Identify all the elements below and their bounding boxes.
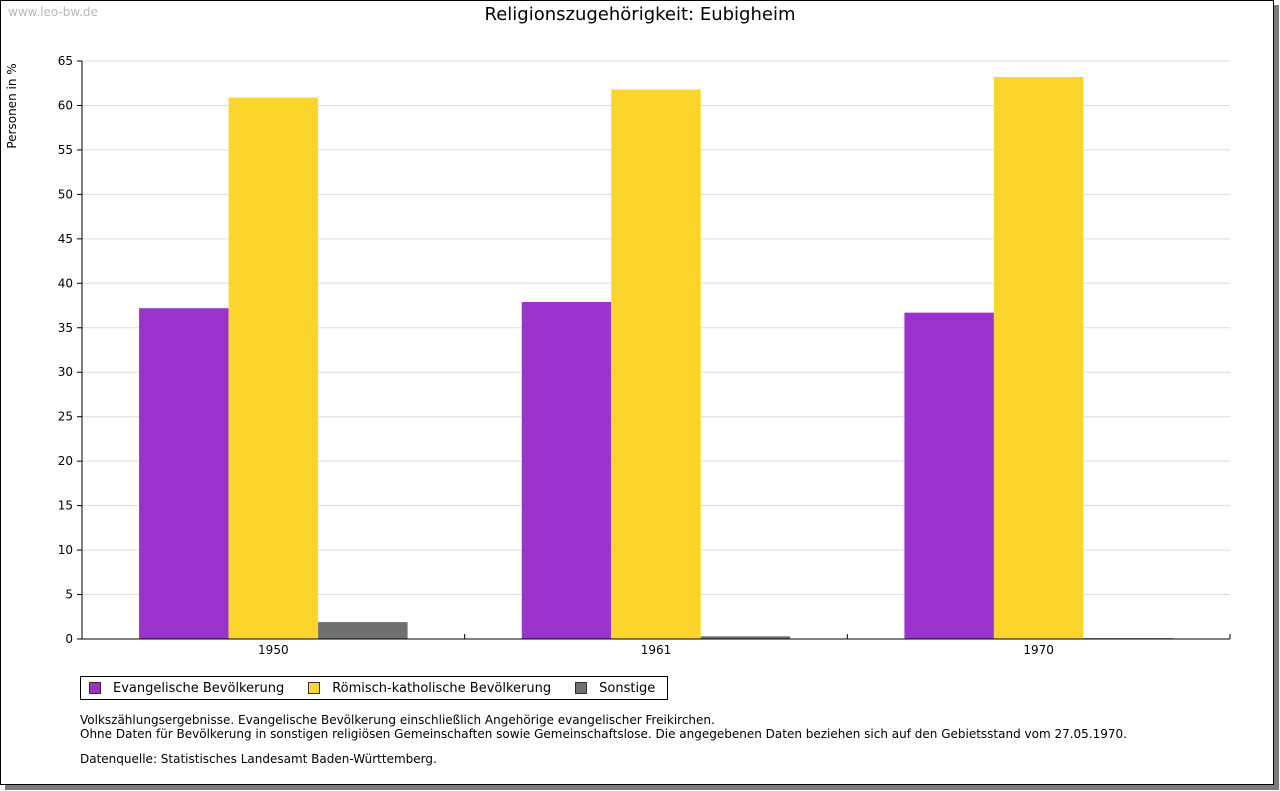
y-tick-label: 25 xyxy=(58,410,73,424)
y-tick-label: 15 xyxy=(58,499,73,513)
bar-evangelische-bev-lkerung-1970 xyxy=(904,312,994,639)
y-tick-label: 10 xyxy=(58,543,73,557)
legend-item-evangelisch: Evangelische Bevölkerung xyxy=(89,681,284,696)
chart-notes: Volkszählungsergebnisse. Evangelische Be… xyxy=(80,713,1127,741)
legend-label-evangelisch: Evangelische Bevölkerung xyxy=(113,680,285,696)
watermark: www.leo-bw.de xyxy=(8,5,98,19)
chart-title: Religionszugehörigkeit: Eubigheim xyxy=(484,4,796,25)
legend: Evangelische Bevölkerung Römisch-katholi… xyxy=(80,676,669,700)
y-tick-label: 50 xyxy=(58,187,73,201)
legend-label-sonstige: Sonstige xyxy=(599,680,656,696)
note-line-1: Volkszählungsergebnisse. Evangelische Be… xyxy=(80,713,715,727)
y-tick-label: 0 xyxy=(65,632,73,646)
bar-r-misch-katholische-bev-lkerung-1970 xyxy=(993,77,1084,639)
y-tick-label: 20 xyxy=(58,454,73,468)
legend-swatch-sonstige xyxy=(575,682,588,694)
y-tick-label: 65 xyxy=(58,54,73,68)
y-tick-label: 45 xyxy=(58,232,73,246)
bar-sonstige-1950 xyxy=(318,622,408,639)
y-axis-label: Personen in % xyxy=(5,63,19,148)
y-tick-label: 60 xyxy=(58,98,73,112)
legend-item-sonstige: Sonstige xyxy=(575,681,655,696)
x-tick-label: 1970 xyxy=(1023,643,1054,657)
y-tick-label: 40 xyxy=(58,276,73,290)
legend-swatch-evangelisch xyxy=(89,682,101,694)
legend-label-katholisch: Römisch-katholische Bevölkerung xyxy=(332,680,552,696)
x-tick-label: 1950 xyxy=(258,643,289,657)
y-tick-label: 30 xyxy=(58,365,73,379)
y-tick-label: 35 xyxy=(58,321,73,335)
bar-r-misch-katholische-bev-lkerung-1950 xyxy=(228,97,319,640)
y-tick-label: 55 xyxy=(58,143,73,157)
data-source: Datenquelle: Statistisches Landesamt Bad… xyxy=(80,752,437,766)
note-line-2: Ohne Daten für Bevölkerung in sonstigen … xyxy=(80,727,1127,741)
x-tick-label: 1961 xyxy=(641,643,672,657)
legend-swatch-katholisch xyxy=(308,682,321,694)
bar-r-misch-katholische-bev-lkerung-1961 xyxy=(611,89,701,639)
bar-sonstige-1961 xyxy=(700,636,791,639)
bar-evangelische-bev-lkerung-1950 xyxy=(139,308,229,639)
legend-item-katholisch: Römisch-katholische Bevölkerung xyxy=(308,681,551,696)
y-tick-label: 5 xyxy=(65,588,73,602)
bar-evangelische-bev-lkerung-1961 xyxy=(521,301,612,639)
